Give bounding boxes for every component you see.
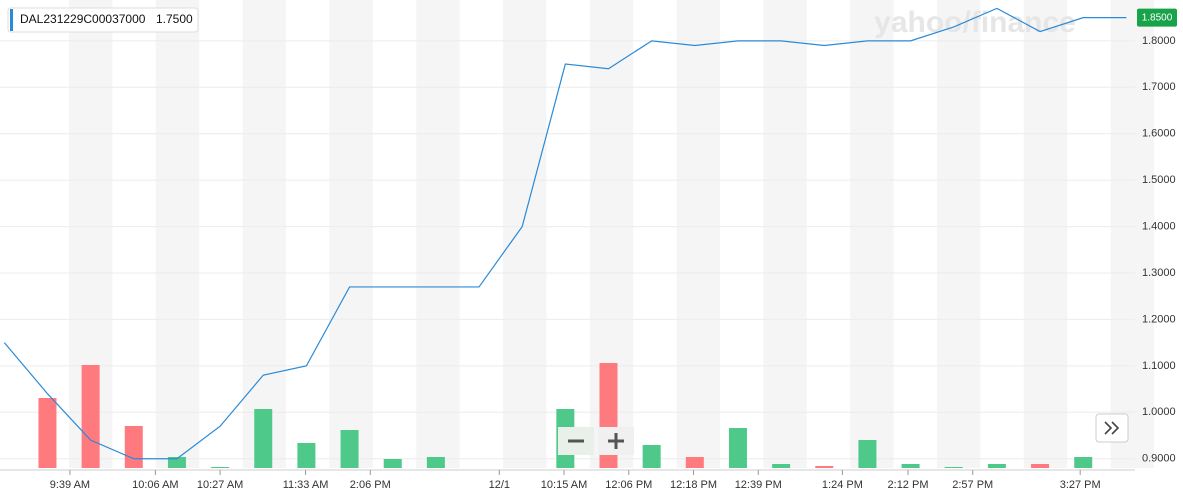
- price-line: [3, 7, 1127, 460]
- x-tick-label: 2:12 PM: [888, 479, 929, 491]
- y-tick-label: 1.1000: [1142, 360, 1176, 372]
- last-price-label: 1.8500: [1142, 12, 1173, 23]
- legend-value: 1.7500: [156, 12, 193, 26]
- background-band: [155, 0, 200, 468]
- x-tick-label: 12:18 PM: [670, 479, 717, 491]
- background-band: [329, 0, 373, 468]
- background-band: [1110, 0, 1154, 468]
- volume-bar: [211, 467, 230, 468]
- volume-bar: [124, 426, 143, 468]
- volume-bar: [1031, 464, 1050, 468]
- background-band: [503, 0, 547, 468]
- volume-bar: [944, 467, 963, 468]
- x-tick-label: 2:57 PM: [952, 479, 993, 491]
- volume-bar: [81, 365, 100, 468]
- volume-bar: [426, 457, 445, 468]
- legend: DAL231229C00037000 1.7500: [7, 7, 199, 33]
- volume-bar: [1074, 457, 1093, 468]
- last-price-badge: [1137, 8, 1177, 27]
- x-tick-label: 10:27 AM: [197, 479, 243, 491]
- y-tick-label: 1.0000: [1142, 406, 1176, 418]
- background-band: [676, 0, 720, 468]
- background-band: [1023, 0, 1068, 468]
- y-tick-label: 1.8000: [1142, 35, 1176, 47]
- legend-box: [7, 7, 199, 33]
- volume-bar: [642, 445, 661, 468]
- background-band: [416, 0, 460, 468]
- volume-bar: [728, 428, 747, 468]
- background-band: [937, 0, 981, 468]
- volume-bar: [297, 443, 316, 468]
- x-tick-label: 9:39 AM: [50, 479, 90, 491]
- volume-bar: [772, 464, 791, 468]
- volume-bar: [815, 466, 834, 468]
- volume-bar: [340, 430, 359, 468]
- legend-swatch: [10, 9, 13, 31]
- x-tick-label: 12:39 PM: [735, 479, 782, 491]
- y-tick-label: 1.2000: [1142, 313, 1176, 325]
- scroll-button[interactable]: [1095, 413, 1129, 443]
- y-tick-label: 1.3000: [1142, 267, 1176, 279]
- y-tick-label: 1.7000: [1142, 81, 1176, 93]
- x-tick-label: 1:24 PM: [822, 479, 863, 491]
- x-tick-label: 3:27 PM: [1060, 479, 1101, 491]
- volume-bar: [38, 398, 57, 468]
- legend-name: DAL231229C00037000: [20, 12, 146, 26]
- x-tick-label: 10:15 AM: [541, 479, 587, 491]
- volume-bar: [685, 457, 704, 468]
- x-tick-label: 12:06 PM: [605, 479, 652, 491]
- x-tick-label: 10:06 AM: [132, 479, 178, 491]
- x-tick-label: 12/1: [489, 479, 510, 491]
- volume-bar: [858, 440, 877, 468]
- volume-bar: [167, 457, 186, 468]
- background-band: [242, 0, 286, 468]
- chevron-icon: [1104, 421, 1120, 435]
- y-tick-label: 1.6000: [1142, 128, 1176, 140]
- x-tick-label: 11:33 AM: [283, 479, 329, 491]
- background-band: [763, 0, 807, 468]
- y-tick-label: 1.4000: [1142, 220, 1176, 232]
- background-band: [850, 0, 894, 468]
- zoom-controls[interactable]: [558, 427, 634, 455]
- watermark: yahoo/finance: [874, 6, 1076, 39]
- volume-bar: [254, 409, 273, 468]
- x-tick-label: 2:06 PM: [350, 479, 391, 491]
- y-tick-label: 0.9000: [1142, 453, 1176, 465]
- volume-bar: [987, 464, 1006, 468]
- volume-bar: [383, 459, 402, 468]
- volume-bar: [901, 464, 920, 468]
- y-tick-label: 1.5000: [1142, 174, 1176, 186]
